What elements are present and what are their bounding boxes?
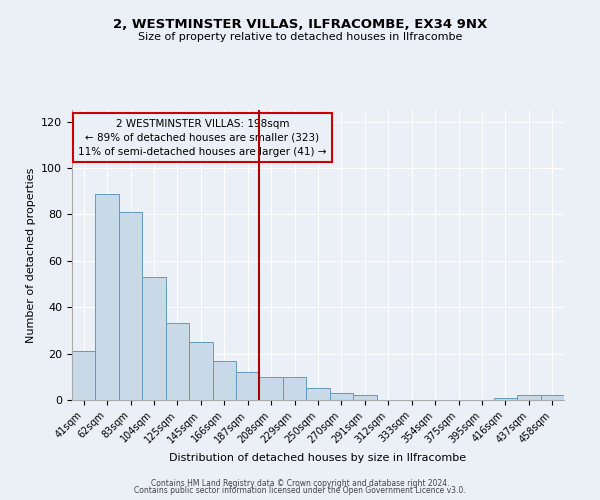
Bar [189,342,212,400]
Bar [306,388,330,400]
Text: Contains public sector information licensed under the Open Government Licence v3: Contains public sector information licen… [134,486,466,495]
Bar [142,277,166,400]
Bar [166,324,189,400]
Text: Size of property relative to detached houses in Ilfracombe: Size of property relative to detached ho… [138,32,462,42]
Bar [353,396,377,400]
Bar [494,398,517,400]
Bar [283,377,306,400]
Bar [517,396,541,400]
Text: 2 WESTMINSTER VILLAS: 198sqm
← 89% of detached houses are smaller (323)
11% of s: 2 WESTMINSTER VILLAS: 198sqm ← 89% of de… [78,118,326,156]
Bar [212,360,236,400]
Bar [119,212,142,400]
Bar [541,396,564,400]
Bar [72,352,95,400]
Bar [330,393,353,400]
Bar [95,194,119,400]
Bar [259,377,283,400]
Text: 2, WESTMINSTER VILLAS, ILFRACOMBE, EX34 9NX: 2, WESTMINSTER VILLAS, ILFRACOMBE, EX34 … [113,18,487,30]
X-axis label: Distribution of detached houses by size in Ilfracombe: Distribution of detached houses by size … [169,453,467,463]
Y-axis label: Number of detached properties: Number of detached properties [26,168,35,342]
Text: Contains HM Land Registry data © Crown copyright and database right 2024.: Contains HM Land Registry data © Crown c… [151,478,449,488]
Bar [236,372,259,400]
